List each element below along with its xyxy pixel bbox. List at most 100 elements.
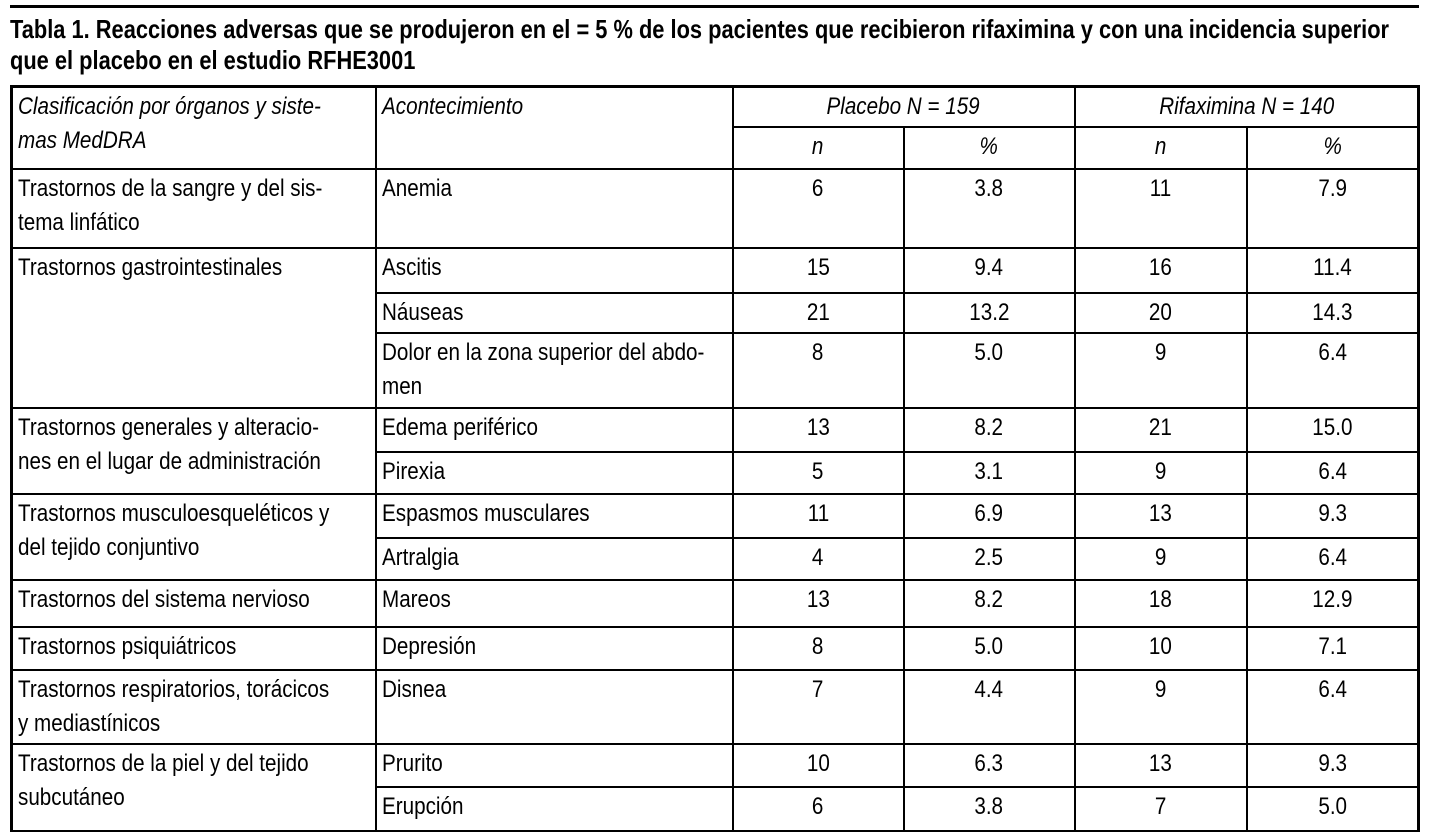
event-cell: Espasmos musculares	[374, 493, 734, 539]
rifaximina-pct-cell: 12.9	[1245, 579, 1420, 628]
header-placebo-n-cell: n	[731, 126, 905, 170]
placebo-n-cell: 10	[731, 743, 905, 788]
event-label: Dolor en la zona superior del abdo- men	[381, 339, 704, 400]
placebo-pct-value: 5.0	[974, 633, 1004, 660]
table-row: Artralgia 4 2.5 9 6.4	[12, 537, 1420, 581]
group-label: Trastornos del sistema nervioso	[18, 586, 310, 613]
table-row: Trastornos del sistema nervioso Mareos 1…	[10, 579, 1420, 628]
header-row-stats: n % n %	[12, 126, 1420, 170]
placebo-n-cell: 15	[731, 247, 905, 294]
header-classification-label: Clasificación por órganos y siste- mas M…	[18, 93, 321, 154]
header-placebo-n-label: n	[812, 133, 824, 160]
placebo-pct-value: 5.0	[974, 339, 1004, 366]
placebo-n-value: 13	[806, 586, 830, 613]
event-label: Prurito	[381, 750, 443, 777]
event-cell: Anemia	[374, 168, 734, 249]
group-label: Trastornos psiquiátricos	[18, 633, 237, 660]
placebo-pct-value: 3.1	[974, 458, 1004, 485]
header-placebo-pct-label: %	[979, 133, 999, 160]
rifaximina-n-cell: 21	[1073, 407, 1248, 453]
table-row: Trastornos generales y alteracio- nes en…	[10, 407, 1420, 495]
event-cell: Dolor en la zona superior del abdo- men	[374, 332, 734, 409]
placebo-pct-cell: 5.0	[902, 332, 1076, 409]
rifaximina-n-value: 9	[1154, 544, 1167, 571]
rifaximina-pct-cell: 11.4	[1245, 247, 1420, 294]
event-label: Artralgia	[381, 544, 459, 571]
placebo-pct-cell: 8.2	[902, 407, 1076, 453]
rifaximina-pct-cell: 7.9	[1245, 168, 1420, 249]
placebo-pct-value: 6.3	[974, 750, 1004, 777]
group-cell: Trastornos de la sangre y del sis- tema …	[10, 168, 377, 249]
placebo-pct-value: 6.9	[974, 500, 1004, 527]
table-row: Trastornos psiquiátricos Depresión 8 5.0…	[10, 626, 1420, 671]
placebo-n-cell: 13	[731, 407, 905, 453]
rifaximina-n-cell: 9	[1073, 451, 1248, 495]
rifaximina-pct-value: 15.0	[1312, 414, 1353, 441]
rifaximina-pct-value: 11.4	[1312, 254, 1352, 281]
placebo-pct-cell: 3.1	[902, 451, 1076, 495]
rifaximina-pct-value: 14.3	[1312, 299, 1353, 326]
rifaximina-pct-value: 7.9	[1317, 175, 1347, 202]
placebo-n-cell: 4	[731, 537, 905, 581]
event-label: Erupción	[381, 793, 463, 820]
placebo-n-cell: 8	[731, 332, 905, 409]
event-label: Pirexia	[381, 458, 445, 485]
group-cell: Trastornos generales y alteracio- nes en…	[10, 407, 377, 495]
rifaximina-pct-value: 6.4	[1317, 458, 1347, 485]
table-title-text: Tabla 1. Reacciones adversas que se prod…	[10, 14, 1390, 75]
placebo-pct-cell: 8.2	[902, 579, 1076, 628]
placebo-pct-value: 2.5	[974, 544, 1004, 571]
rifaximina-pct-value: 6.4	[1317, 676, 1347, 703]
event-cell: Prurito	[374, 743, 734, 788]
placebo-pct-cell: 2.5	[902, 537, 1076, 581]
event-cell: Depresión	[374, 626, 734, 671]
header-event-label: Acontecimiento	[381, 93, 523, 120]
header-classification-cell: Clasificación por órganos y siste- mas M…	[10, 85, 377, 170]
header-row-groups: Clasificación por órganos y siste- mas M…	[10, 85, 1420, 170]
rifaximina-pct-value: 9.3	[1317, 500, 1347, 527]
event-label: Disnea	[381, 676, 446, 703]
header-rifaximina-pct-label: %	[1323, 133, 1342, 160]
placebo-n-value: 11	[807, 500, 829, 527]
event-cell: Disnea	[374, 669, 734, 745]
group-cell: Trastornos psiquiátricos	[10, 626, 377, 671]
group-label: Trastornos gastrointestinales	[18, 254, 283, 281]
event-label: Anemia	[381, 175, 452, 202]
rifaximina-n-cell: 20	[1073, 292, 1248, 334]
table-row: Trastornos gastrointestinales Ascitis 15…	[10, 247, 1420, 409]
rifaximina-n-cell: 7	[1073, 786, 1248, 832]
rifaximina-n-cell: 10	[1073, 626, 1248, 671]
rifaximina-pct-value: 6.4	[1317, 339, 1347, 366]
group-label: Trastornos respiratorios, torácicos y me…	[18, 676, 330, 737]
placebo-pct-value: 8.2	[974, 414, 1004, 441]
rifaximina-pct-cell: 9.3	[1245, 743, 1420, 788]
placebo-n-value: 8	[812, 633, 824, 660]
rifaximina-n-value: 9	[1154, 676, 1167, 703]
placebo-n-value: 21	[806, 299, 830, 326]
placebo-pct-cell: 5.0	[902, 626, 1076, 671]
rifaximina-pct-value: 7.1	[1317, 633, 1347, 660]
group-cell: Trastornos gastrointestinales	[10, 247, 377, 409]
placebo-pct-value: 3.8	[974, 793, 1004, 820]
rifaximina-n-value: 20	[1149, 299, 1172, 326]
rifaximina-n-value: 10	[1149, 633, 1172, 660]
group-cell: Trastornos del sistema nervioso	[10, 579, 377, 628]
placebo-n-cell: 7	[731, 669, 905, 745]
table-row: Trastornos respiratorios, torácicos y me…	[10, 669, 1420, 745]
event-label: Mareos	[381, 586, 451, 613]
event-label: Ascitis	[381, 254, 442, 281]
placebo-n-cell: 5	[731, 451, 905, 495]
placebo-n-cell: 13	[731, 579, 905, 628]
header-rifaximina-n-cell: n	[1073, 126, 1248, 170]
placebo-n-value: 8	[812, 339, 824, 366]
rifaximina-n-value: 18	[1149, 586, 1172, 613]
placebo-n-cell: 6	[731, 786, 905, 832]
top-rule	[10, 5, 1419, 8]
event-cell: Ascitis	[374, 247, 734, 294]
rifaximina-n-cell: 13	[1073, 493, 1248, 539]
placebo-pct-value: 13.2	[968, 299, 1010, 326]
rifaximina-n-cell: 11	[1073, 168, 1248, 249]
placebo-n-value: 6	[812, 175, 824, 202]
event-label: Espasmos musculares	[381, 500, 590, 527]
table-row: Trastornos de la piel y del tejido subcu…	[10, 743, 1420, 832]
